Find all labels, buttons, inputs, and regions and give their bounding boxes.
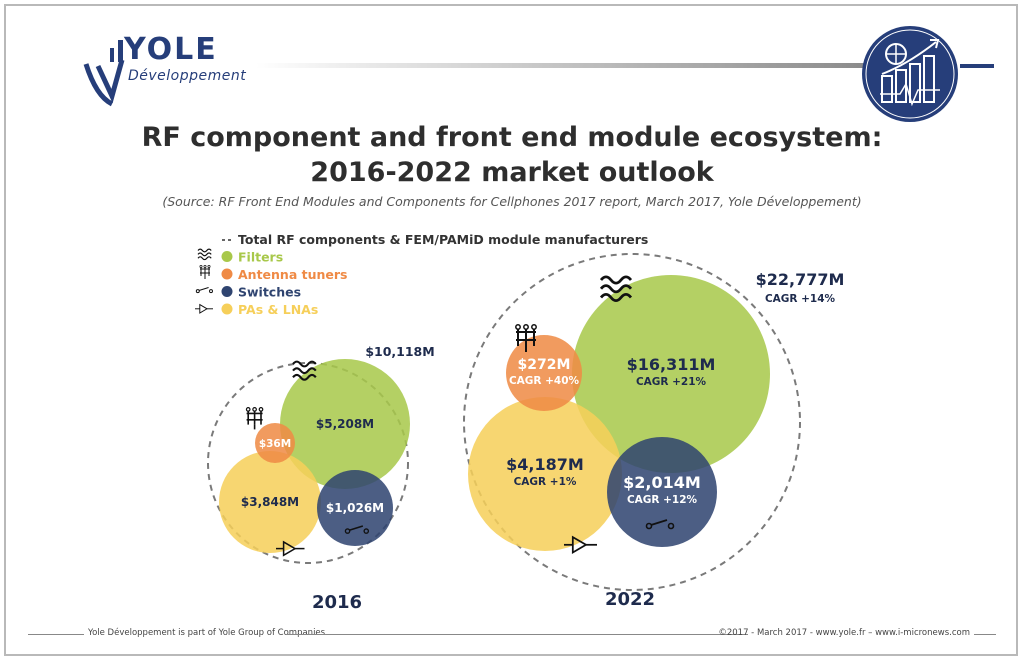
- value-label-filters-2022: $16,311M: [627, 355, 716, 374]
- wave-icon-2016: [292, 360, 317, 381]
- total-value-label-2016: $10,118M: [365, 344, 434, 359]
- yole-logo-mark-icon: [83, 40, 125, 107]
- legend-label-pas-lnas: PAs & LNAs: [238, 302, 318, 317]
- footer-line-middle: [286, 634, 748, 635]
- legend-wave-icon: [197, 248, 212, 261]
- logo-subtitle: Développement: [128, 68, 247, 84]
- legend-amplifier-icon: [195, 303, 214, 314]
- switch-icon-2022: [645, 519, 675, 530]
- cagr-label-switches-2022: CAGR +12%: [627, 494, 698, 506]
- legend-label-total-rf-components-fem-pamid-module-manufacturers: Total RF components & FEM/PAMiD module m…: [238, 232, 648, 247]
- bubble-pas-lnas-2016: [219, 451, 321, 553]
- yole-logo: YOLE Développement: [82, 26, 252, 108]
- bubble-filters-2022: [572, 275, 770, 473]
- source-note: (Source: RF Front End Modules and Compon…: [162, 194, 862, 209]
- value-label-filters-2016: $5,208M: [316, 417, 374, 431]
- value-label-pas-lnas-2022: $4,187M: [506, 455, 584, 474]
- legend-dot-antenna-tuners: [221, 268, 233, 280]
- page-title-line1: RF component and front end module ecosys…: [141, 122, 883, 153]
- cagr-label-pas-lnas-2022: CAGR +1%: [514, 476, 577, 488]
- header-divider-accent: [960, 64, 994, 68]
- value-label-pas-lnas-2016: $3,848M: [241, 495, 299, 509]
- bubble-switches-2016: [317, 470, 393, 546]
- cagr-label-antenna-tuners-2022: CAGR +40%: [509, 375, 580, 387]
- bubble-pas-lnas-2022: [468, 397, 622, 551]
- bubble-antenna-tuners-2016: [255, 423, 295, 463]
- wave-icon-2022: [599, 275, 633, 302]
- legend-label-antenna-tuners: Antenna tuners: [238, 267, 347, 282]
- legend-switch-icon: [195, 286, 213, 294]
- switch-icon-2016: [344, 525, 370, 534]
- bubble-switches-2022: [607, 437, 717, 547]
- value-label-antenna-tuners-2016: $36M: [259, 438, 291, 450]
- year-label-2022: 2022: [605, 589, 655, 610]
- tuner-icon-2016: [245, 407, 264, 430]
- legend-dot-switches: [221, 286, 233, 297]
- total-cagr-label-2022: CAGR +14%: [765, 293, 836, 305]
- tuner-icon-2022: [515, 324, 537, 352]
- legend-tuner-icon: [199, 265, 211, 279]
- bubble-filters-2016: [280, 359, 410, 489]
- footer-right-text: ©2017 - March 2017 - www.yole.fr – www.i…: [718, 628, 970, 638]
- amplifier-icon-2016: [276, 540, 305, 557]
- logo-word: YOLE: [124, 32, 218, 67]
- total-circle-2022: [463, 253, 801, 591]
- footer-line-right: [974, 634, 996, 635]
- market-analysis-badge-icon: [862, 26, 958, 122]
- legend-dot-pas-lnas: [221, 303, 233, 315]
- footer-line-left: [28, 634, 84, 635]
- amplifier-icon-2022: [564, 535, 598, 555]
- footer-left-text: Yole Développement is part of Yole Group…: [88, 628, 326, 638]
- year-label-2016: 2016: [312, 592, 362, 613]
- legend-label-filters: Filters: [238, 250, 283, 265]
- legend-dot-filters: [221, 251, 233, 262]
- header-divider: [256, 63, 866, 68]
- page-title-line2: 2016-2022 market outlook: [310, 157, 714, 188]
- total-circle-2016: [207, 362, 409, 564]
- page-frame: [4, 4, 1018, 656]
- value-label-switches-2022: $2,014M: [623, 473, 701, 492]
- legend-label-switches: Switches: [238, 285, 301, 300]
- total-value-label-2022: $22,777M: [756, 270, 845, 289]
- value-label-switches-2016: $1,026M: [326, 501, 384, 515]
- value-label-antenna-tuners-2022: $272M: [518, 357, 571, 373]
- bubble-antenna-tuners-2022: [506, 335, 582, 411]
- cagr-label-filters-2022: CAGR +21%: [636, 376, 707, 388]
